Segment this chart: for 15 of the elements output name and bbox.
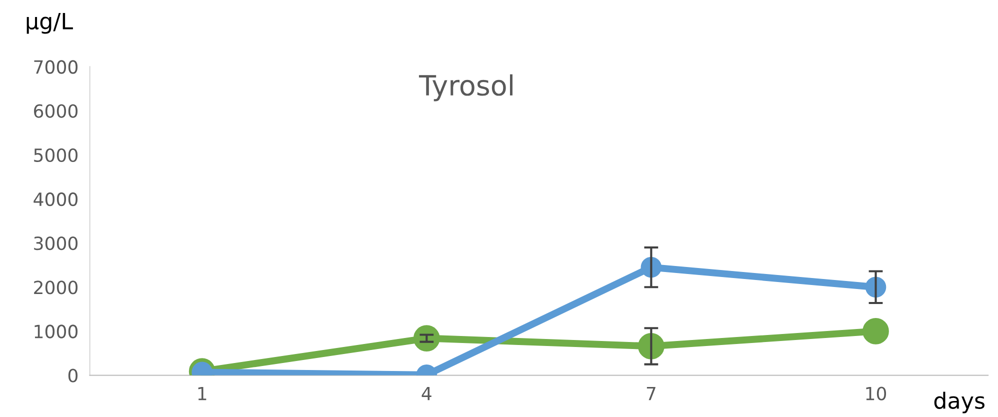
chart-title: Tyrosol — [418, 74, 512, 102]
x-tick-label: 1 — [198, 386, 206, 400]
x-tick-label: 10 — [866, 386, 886, 400]
x-axis-title: days — [934, 392, 984, 414]
y-tick-label: 6000 — [34, 104, 78, 118]
y-tick-label: 4000 — [34, 192, 78, 206]
x-tick-label: 4 — [422, 386, 432, 400]
y-tick-label: 1000 — [34, 324, 78, 338]
y-tick-label: 0 — [68, 368, 78, 382]
y-tick-label: 5000 — [34, 148, 78, 162]
y-tick-label: 7000 — [34, 60, 78, 74]
y-tick-label: 3000 — [34, 236, 78, 250]
y-axis-title: μg/L — [26, 12, 73, 34]
y-tick-label: 2000 — [34, 280, 78, 294]
x-tick-label: 7 — [646, 386, 656, 400]
